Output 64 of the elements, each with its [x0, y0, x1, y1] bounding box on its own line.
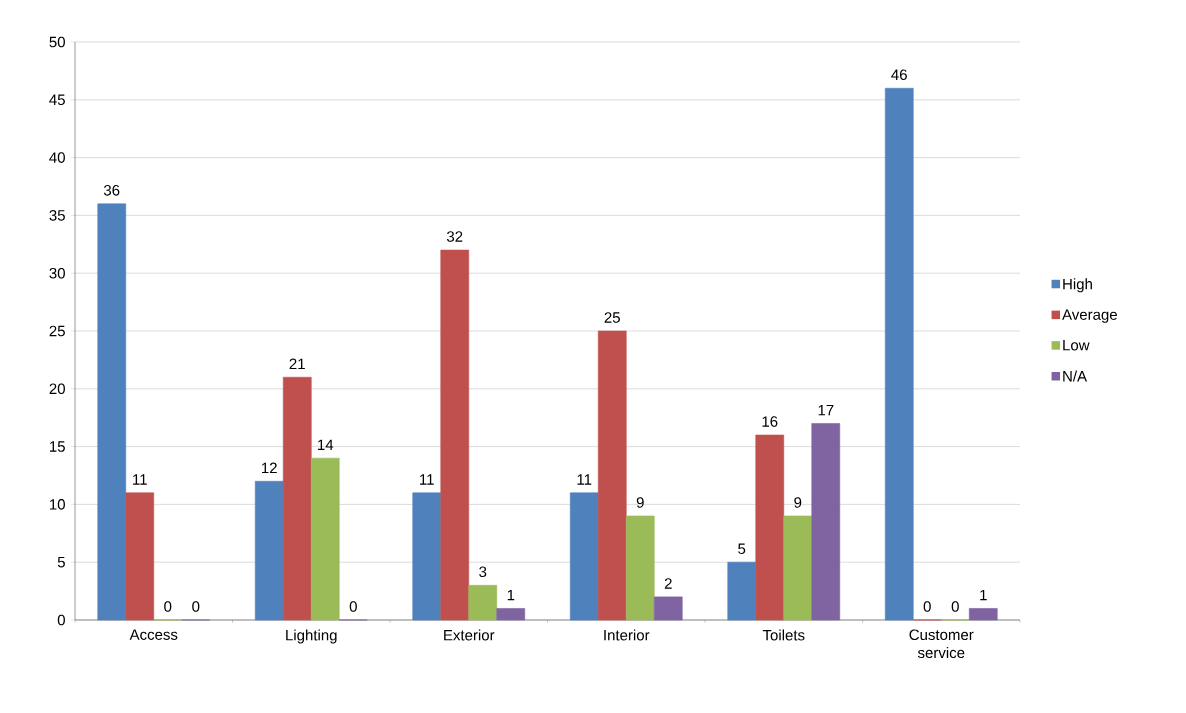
data-label: 3: [479, 566, 487, 578]
x-tick-label: Lighting: [286, 629, 337, 644]
bar: [496, 608, 526, 621]
bar: [282, 376, 312, 621]
data-label: 21: [289, 358, 305, 370]
bar: [755, 434, 785, 621]
x-tick-label: Access: [129, 629, 178, 640]
data-label: 0: [923, 601, 931, 612]
legend-label: N/A: [1063, 370, 1088, 382]
y-tick-label: 30: [49, 267, 65, 279]
data-label: 11: [133, 474, 147, 485]
bar: [727, 561, 757, 621]
y-tick-label: 15: [50, 441, 65, 452]
data-label: 2: [664, 578, 672, 589]
bar: [412, 492, 442, 621]
bar: [597, 330, 627, 621]
x-tick-label: Customer service: [909, 629, 974, 659]
data-label: 12: [262, 462, 277, 474]
data-label: 9: [636, 497, 644, 508]
y-tick-label: 50: [49, 36, 65, 48]
bar: [625, 515, 655, 621]
data-label: 17: [818, 404, 834, 416]
data-label: 0: [164, 601, 172, 612]
y-tick-label: 40: [49, 152, 65, 163]
bar: [468, 585, 498, 621]
data-label: 0: [349, 601, 357, 612]
data-label: 9: [794, 497, 802, 508]
data-label: 32: [446, 231, 463, 242]
y-tick-label: 35: [49, 210, 65, 221]
y-tick-label: 0: [57, 614, 65, 626]
data-label: 25: [604, 312, 620, 323]
data-label: 11: [420, 474, 434, 485]
data-label: 0: [192, 601, 200, 612]
data-label: 1: [980, 589, 987, 601]
bar: [310, 457, 340, 621]
y-tick-label: 25: [49, 325, 65, 337]
bar: [783, 515, 813, 621]
bar: [254, 480, 284, 621]
bar: [653, 596, 683, 621]
data-label: 16: [762, 416, 778, 427]
y-tick-label: 20: [49, 383, 65, 395]
data-label: 11: [577, 474, 592, 485]
y-tick-label: 45: [49, 94, 65, 106]
data-label: 1: [507, 589, 515, 601]
legend-label: Average: [1062, 309, 1117, 323]
data-label: 14: [318, 439, 334, 450]
data-label: 0: [951, 601, 959, 612]
legend-label: Low: [1063, 340, 1090, 351]
bar: [884, 87, 914, 621]
data-label: 46: [891, 69, 907, 81]
data-label: 5: [738, 543, 746, 554]
bar: [569, 492, 599, 621]
legend-label: High: [1063, 278, 1092, 293]
x-tick-label: Exterior: [444, 629, 495, 641]
bar: [811, 423, 841, 621]
bar: [440, 249, 470, 621]
data-label: 36: [103, 185, 120, 196]
y-tick-label: 5: [57, 556, 65, 568]
bar: [125, 492, 155, 621]
bar: [968, 608, 998, 621]
x-tick-label: Toilets: [762, 629, 805, 641]
y-tick-label: 10: [50, 499, 65, 510]
bar: [97, 203, 127, 621]
x-tick-label: Interior: [604, 629, 650, 641]
